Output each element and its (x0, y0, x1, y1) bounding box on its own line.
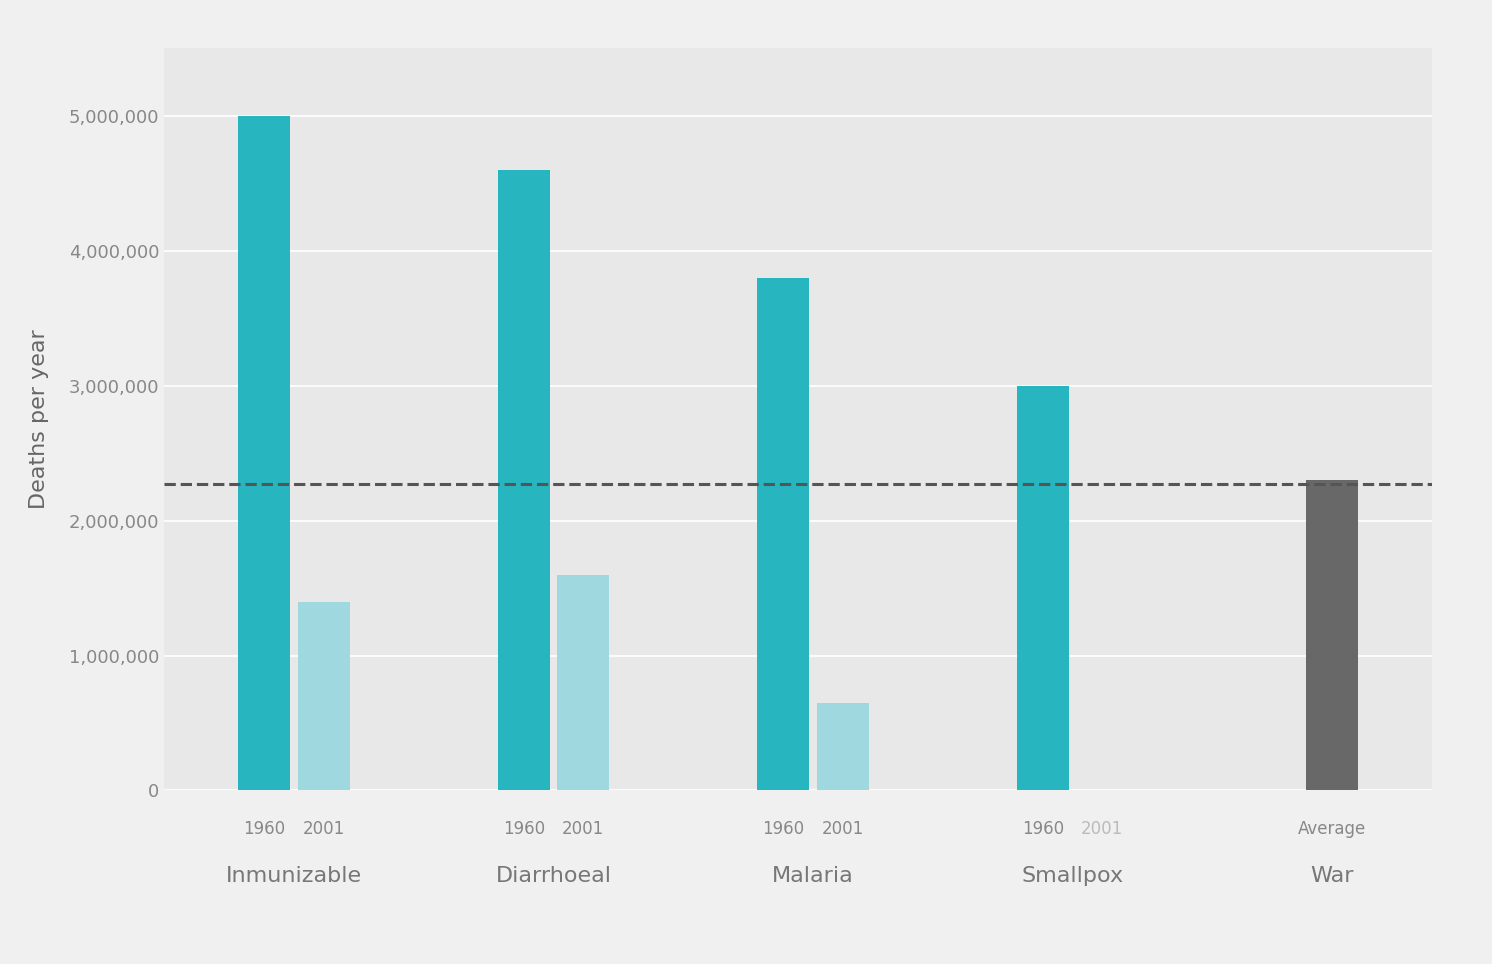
Bar (297, 602, 349, 790)
Text: 2001: 2001 (303, 820, 345, 838)
Text: 2001: 2001 (562, 820, 604, 838)
Y-axis label: Deaths per year: Deaths per year (30, 330, 49, 509)
Text: Average: Average (1298, 820, 1367, 838)
Text: 2001: 2001 (1082, 820, 1123, 838)
Text: War: War (1310, 866, 1353, 886)
Bar (498, 170, 549, 790)
Text: Smallpox: Smallpox (1022, 866, 1123, 886)
Text: 1960: 1960 (503, 820, 545, 838)
Text: 1960: 1960 (1022, 820, 1064, 838)
Text: Malaria: Malaria (773, 866, 853, 886)
Text: Inmunizable: Inmunizable (225, 866, 363, 886)
Text: 1960: 1960 (762, 820, 804, 838)
Bar (239, 116, 291, 790)
Text: 1960: 1960 (243, 820, 285, 838)
Bar (1018, 386, 1068, 790)
Text: Diarrhoeal: Diarrhoeal (495, 866, 612, 886)
Bar (758, 278, 809, 790)
Bar (1306, 480, 1358, 790)
Bar (557, 575, 609, 790)
Bar (816, 703, 868, 790)
Text: 2001: 2001 (822, 820, 864, 838)
